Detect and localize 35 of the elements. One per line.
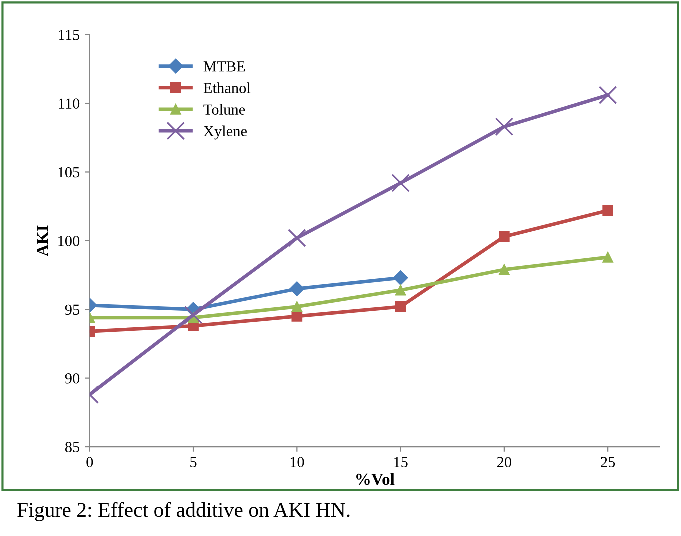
point xyxy=(288,229,306,248)
point xyxy=(292,301,303,312)
y-tick-label: 90 xyxy=(65,373,80,384)
y-tick-label: 105 xyxy=(58,167,80,178)
x-tick-label: 10 xyxy=(290,457,304,468)
point xyxy=(393,270,408,286)
y-tick-label: 100 xyxy=(58,236,80,246)
y-tick-label: 85 xyxy=(65,442,80,452)
x-tick-label: 0 xyxy=(86,457,94,468)
point xyxy=(602,252,614,263)
x-tick-label: 25 xyxy=(601,457,616,468)
y-tick-label: 115 xyxy=(59,30,80,40)
point xyxy=(292,311,303,322)
x-tick-label: 15 xyxy=(394,457,408,468)
point xyxy=(395,301,406,312)
y-axis-title: AKI xyxy=(37,226,48,257)
point xyxy=(392,174,410,192)
point xyxy=(290,282,305,296)
point xyxy=(495,118,514,136)
point xyxy=(499,231,510,242)
x-tick-label: 20 xyxy=(497,457,512,468)
legend-label: Tolune xyxy=(204,104,246,115)
x-axis-title: %Vol xyxy=(356,473,395,486)
x-tick-label: 5 xyxy=(190,457,197,468)
point xyxy=(184,306,203,324)
legend-label: Xylene xyxy=(204,126,248,140)
point xyxy=(598,86,618,104)
legend-label: Ethanol xyxy=(204,82,251,94)
point xyxy=(395,284,406,296)
point xyxy=(602,205,614,216)
point xyxy=(499,264,510,276)
y-tick-label: 95 xyxy=(65,304,80,316)
y-tick-label: 110 xyxy=(59,98,80,109)
legend-label: MTBE xyxy=(204,62,246,72)
caption: Figure 2: Effect of additive on AKI HN. xyxy=(18,502,350,522)
